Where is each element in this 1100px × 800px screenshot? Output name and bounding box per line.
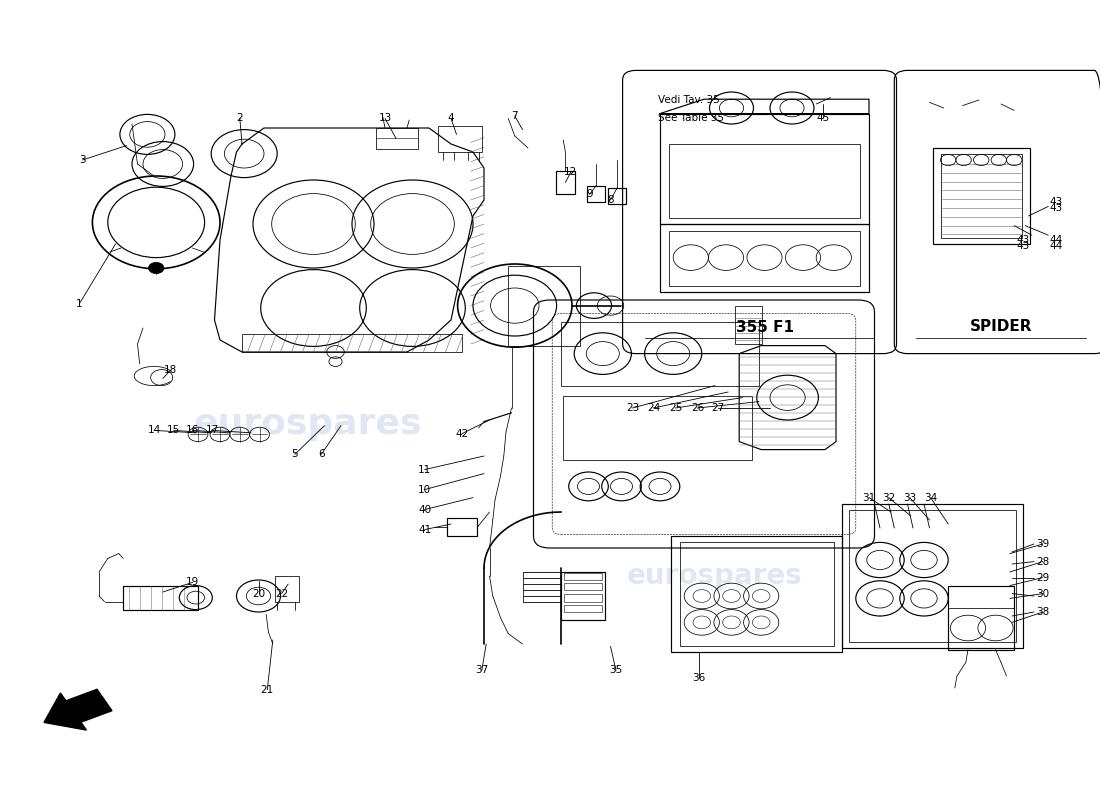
Text: 8: 8 — [607, 195, 614, 205]
Text: 2: 2 — [236, 114, 243, 123]
Bar — [842, 504, 1023, 648]
Bar — [564, 573, 602, 580]
Text: 29: 29 — [1036, 573, 1049, 582]
Text: 31: 31 — [862, 493, 876, 502]
Text: 27: 27 — [712, 403, 725, 413]
Text: 3: 3 — [79, 155, 86, 165]
Bar — [933, 148, 1030, 244]
Bar — [275, 576, 299, 602]
Text: 38: 38 — [1036, 607, 1049, 617]
Bar — [735, 306, 762, 344]
Bar — [587, 186, 605, 202]
Text: 25: 25 — [669, 403, 682, 413]
Text: 22: 22 — [275, 589, 288, 598]
Text: eurospares: eurospares — [627, 562, 803, 590]
Text: 14: 14 — [147, 426, 161, 435]
Text: 1: 1 — [76, 299, 82, 309]
Text: 32: 32 — [882, 493, 895, 502]
Text: 44: 44 — [1049, 241, 1063, 250]
Text: eurospares: eurospares — [194, 407, 422, 441]
Bar — [680, 542, 834, 646]
Bar — [608, 188, 626, 204]
Bar — [669, 144, 860, 218]
Bar — [564, 583, 602, 590]
Bar — [438, 126, 482, 152]
Bar — [123, 586, 198, 610]
Bar — [564, 605, 602, 612]
Text: 36: 36 — [692, 674, 705, 683]
Text: 355 F1: 355 F1 — [736, 321, 794, 335]
Circle shape — [148, 262, 164, 274]
Text: 43: 43 — [1049, 203, 1063, 213]
Bar — [376, 128, 418, 149]
Text: 4: 4 — [448, 114, 454, 123]
Text: 18: 18 — [164, 366, 177, 375]
Text: 5: 5 — [292, 450, 298, 459]
Bar — [849, 510, 1016, 642]
Text: 35: 35 — [609, 666, 623, 675]
Bar — [940, 154, 1022, 238]
Text: 17: 17 — [206, 426, 219, 435]
Bar — [948, 586, 1014, 650]
Text: 23: 23 — [626, 403, 639, 413]
FancyArrow shape — [44, 690, 112, 730]
Text: 43: 43 — [1049, 197, 1063, 206]
Text: 12: 12 — [564, 167, 578, 177]
Text: Vedi Tav. 35: Vedi Tav. 35 — [658, 95, 719, 105]
Text: 15: 15 — [167, 426, 180, 435]
Bar — [508, 266, 580, 346]
Text: 20: 20 — [252, 589, 265, 598]
Bar — [660, 224, 869, 292]
Text: 19: 19 — [186, 578, 199, 587]
Text: 9: 9 — [586, 190, 593, 199]
Bar — [556, 171, 575, 194]
Bar — [561, 572, 605, 620]
Text: 21: 21 — [261, 685, 274, 694]
Text: 39: 39 — [1036, 539, 1049, 549]
Text: 10: 10 — [418, 485, 431, 494]
Text: 28: 28 — [1036, 557, 1049, 566]
Text: 43: 43 — [1016, 241, 1030, 250]
Text: 33: 33 — [903, 493, 916, 502]
Text: 11: 11 — [418, 465, 431, 474]
Text: 40: 40 — [418, 505, 431, 514]
Text: 37: 37 — [475, 666, 488, 675]
Bar — [563, 396, 752, 460]
Text: 42: 42 — [455, 429, 469, 438]
Bar — [447, 518, 477, 536]
Text: 41: 41 — [418, 525, 431, 534]
Text: 6: 6 — [318, 450, 324, 459]
Bar — [660, 114, 869, 224]
Text: 7: 7 — [512, 111, 518, 121]
Text: 30: 30 — [1036, 589, 1049, 598]
Text: 16: 16 — [186, 426, 199, 435]
Text: 45: 45 — [816, 114, 829, 123]
Text: 43: 43 — [1016, 235, 1030, 245]
Text: See Table 35: See Table 35 — [658, 114, 724, 123]
Text: 24: 24 — [647, 403, 660, 413]
Bar — [242, 334, 462, 352]
Text: 13: 13 — [378, 114, 392, 123]
Text: SPIDER: SPIDER — [970, 319, 1032, 334]
Bar — [669, 231, 860, 286]
Bar — [671, 536, 842, 652]
Text: 34: 34 — [924, 493, 937, 502]
Bar — [561, 322, 759, 386]
Bar — [564, 594, 602, 602]
Text: 26: 26 — [691, 403, 704, 413]
Text: 44: 44 — [1049, 235, 1063, 245]
